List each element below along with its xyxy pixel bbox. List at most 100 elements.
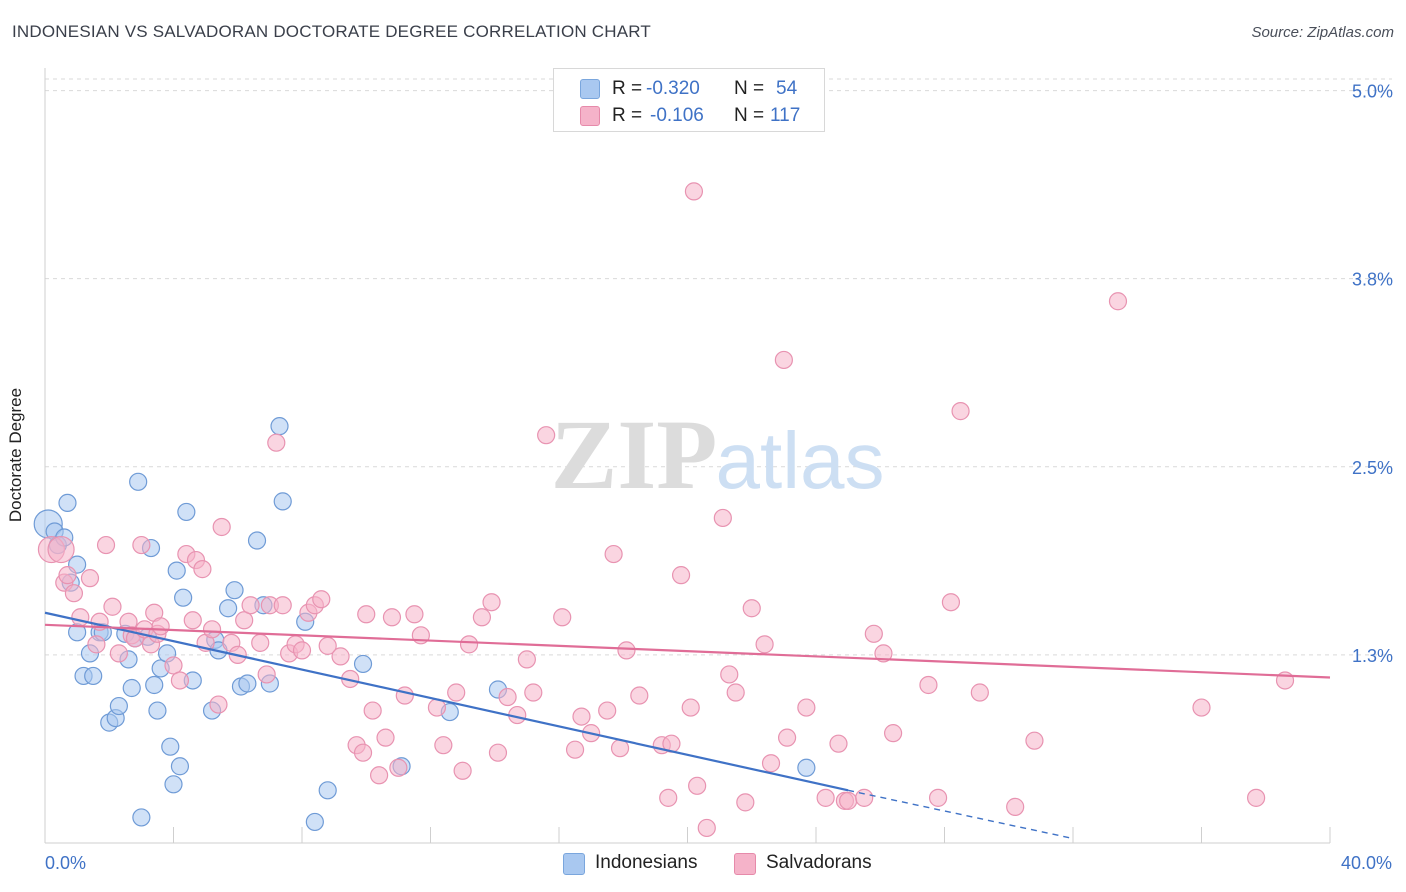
x-tick-label: 40.0% [1341,853,1392,873]
salvadoran-point [80,569,100,588]
salvadoran-point [777,728,797,747]
salvadoran-point [363,701,382,720]
salvadoran-point [829,734,848,753]
indonesian-point [318,781,337,800]
salvadoran-point [883,724,903,743]
salvadoran-point [71,608,90,627]
indonesian-point [109,696,128,716]
salvadoran-point [774,350,793,370]
indonesian-point [84,666,103,686]
legend-r-label: R = [612,105,643,126]
salvadoran-point [697,818,716,838]
salvadoran-point [47,535,75,564]
indonesian-point [174,588,193,607]
salvadoran-point [688,776,707,795]
salvadoran-point [928,788,948,807]
salvadoran-point [736,793,755,812]
indonesian-point [167,561,186,580]
salvadoran-point [87,635,106,654]
grid-lines [45,78,1392,656]
salvadoran-point [864,624,883,643]
salvadoran-point [572,707,591,726]
indonesian-point [129,472,148,491]
salvadoran-point [235,611,254,630]
salvadoran-point [517,650,536,669]
salvadoran-point [630,686,649,705]
indonesian-point [797,758,816,777]
indonesian-point [161,737,180,756]
salvadoran-point [103,597,122,616]
source-label: Source: ZipAtlas.com [1251,24,1394,41]
salvadoran-point [839,791,858,810]
salvadoran-point [742,599,761,618]
stats-legend: R = -0.320 N = 54 R = -0.106 N = 117 [553,68,825,132]
salvadoran-point [565,740,585,759]
salvadoran-point [64,584,84,603]
salvadoran-point [816,788,835,807]
salvadoran-point [209,695,228,714]
y-axis-label: Doctorate Degree [6,387,25,523]
salvadoran-point [498,687,517,707]
y-tick-label: 5.0% [1352,82,1393,102]
salvadoran-point [241,596,260,615]
salvadoran-point [1247,788,1266,807]
legend-swatch-salvadorans [580,106,600,126]
salvadoran-point [251,633,270,652]
salvadoran-point [267,433,286,452]
salvadoran-point [537,426,556,445]
salvadoran-point [684,182,704,201]
salvadoran-point [970,683,989,702]
salvadoran-point [395,686,414,705]
salvadoran-point [482,593,501,612]
salvadoran-point [659,788,678,807]
salvadoran-point [681,698,700,717]
salvadoran-point [1192,698,1211,717]
salvadoran-point [1025,731,1044,750]
indonesian-point [273,492,292,511]
salvadoran-point [353,743,373,762]
legend-r-value: -0.320 [646,78,700,99]
indonesian-point [148,701,167,720]
salvadoran-point [720,665,739,684]
legend-n-value: 117 [770,105,801,126]
legend-n-value: 54 [776,78,798,99]
indonesian-point [270,417,289,436]
salvadoran-point [617,641,636,660]
indonesian-point [164,775,183,794]
watermark: ZIP atlas [551,399,885,510]
salvadoran-point [488,743,508,762]
salvadoran-point [671,566,691,585]
salvadoran-point [183,611,202,630]
salvadoran-point [919,675,938,695]
indonesian-point [238,674,257,693]
salvadoran-point [459,635,479,654]
salvadoran-point [524,683,543,702]
indonesian-point [247,531,267,550]
salvadoran-point [453,761,472,780]
salvadoran-point [331,647,350,666]
tick-labels: 1.3% 2.5% 3.8% 5.0% 0.0% 40.0% [45,82,1393,873]
salvadoran-point [376,728,395,747]
salvadoran-point [193,560,212,579]
indonesian-point [132,808,151,827]
salvadoran-point [598,701,617,720]
salvadoran-point [447,683,466,702]
salvadoran-point [1108,292,1128,311]
legend-swatch-indonesians [580,79,600,99]
indonesian-point [305,812,324,832]
watermark-atlas: atlas [716,416,885,505]
indonesian-point [353,654,373,674]
salvadoran-point [855,788,874,807]
salvadoran-point [434,736,453,755]
salvadoran-point [797,698,816,717]
y-tick-label: 2.5% [1352,458,1393,478]
salvadoran-point [202,620,222,639]
legend-n-label: N = [734,105,765,126]
salvadoran-point [941,593,961,612]
salvadoran-point [726,683,745,702]
salvadoran-point [1006,797,1025,816]
trend-lines [44,611,1331,840]
salvadoran-point [357,605,376,624]
series-swatch-salvadorans [734,853,756,875]
